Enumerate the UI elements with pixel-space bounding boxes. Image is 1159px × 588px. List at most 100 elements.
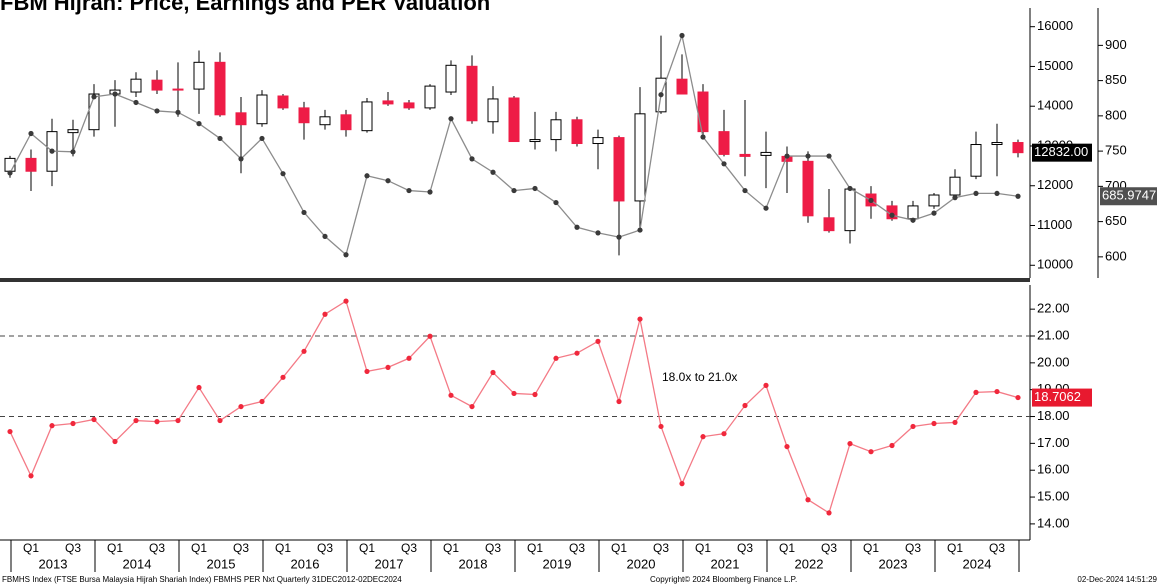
marker — [385, 178, 391, 184]
candle-body — [802, 160, 814, 217]
marker — [49, 148, 55, 154]
y-tick-label: 900 — [1105, 37, 1127, 52]
candle-body — [760, 151, 772, 156]
x-tick-label: Q3 — [653, 541, 669, 555]
y-tick-label: 22.00 — [1037, 301, 1070, 316]
candle-body — [508, 97, 520, 143]
marker — [826, 153, 832, 159]
marker — [847, 441, 853, 447]
marker — [385, 364, 391, 371]
candle-body — [823, 217, 835, 232]
y-tick-label: 800 — [1105, 107, 1127, 122]
x-tick-label: Q1 — [275, 541, 291, 555]
footer-source: FBMHS Index (FTSE Bursa Malaysia Hijrah … — [2, 575, 402, 584]
marker — [70, 149, 76, 155]
marker — [574, 224, 580, 230]
marker — [490, 369, 496, 376]
marker — [700, 134, 706, 140]
marker — [889, 212, 895, 218]
x-tick-label: Q3 — [989, 541, 1005, 555]
marker — [91, 94, 97, 100]
candle-body — [235, 112, 247, 126]
x-year-label: 2017 — [375, 556, 404, 571]
x-tick-label: Q1 — [611, 541, 627, 555]
y-tick-label: 14.00 — [1037, 515, 1070, 530]
x-tick-label: Q1 — [527, 541, 543, 555]
candle-body — [571, 119, 583, 145]
last-value-box — [1032, 143, 1092, 162]
candle-body — [970, 144, 982, 177]
marker — [616, 234, 622, 240]
x-tick-label: Q1 — [23, 541, 39, 555]
y-tick-label: 21.00 — [1037, 327, 1070, 342]
y-tick-label: 750 — [1105, 143, 1127, 158]
candle-body — [382, 100, 394, 105]
x-tick-label: Q3 — [65, 541, 81, 555]
marker — [133, 99, 139, 106]
y-tick-label: 15000 — [1037, 58, 1073, 73]
candle-body — [88, 93, 100, 131]
marker — [448, 392, 454, 398]
marker — [175, 417, 181, 424]
marker — [637, 316, 643, 322]
marker — [91, 416, 97, 423]
candle-body — [1012, 142, 1024, 154]
candle-body — [130, 78, 142, 93]
marker — [301, 348, 307, 354]
marker — [28, 473, 34, 479]
candle-body — [529, 139, 541, 143]
y-tick-label: 16.00 — [1037, 462, 1070, 477]
marker — [448, 116, 454, 122]
x-year-label: 2021 — [711, 556, 740, 571]
marker — [805, 153, 811, 159]
x-year-label: 2020 — [627, 556, 656, 571]
marker — [343, 298, 349, 304]
y-tick-label: 850 — [1105, 72, 1127, 87]
candle-body — [4, 157, 16, 172]
marker — [679, 32, 685, 39]
marker — [763, 205, 769, 211]
x-tick-label: Q1 — [779, 541, 795, 555]
marker — [49, 423, 55, 429]
last-value-label: 12832.00 — [1034, 144, 1088, 159]
last-value-box — [1032, 388, 1092, 407]
x-tick-label: Q1 — [107, 541, 123, 555]
marker — [931, 210, 937, 216]
marker — [406, 187, 412, 194]
candle-body — [697, 91, 709, 133]
x-year-label: 2023 — [879, 556, 908, 571]
x-tick-label: Q1 — [443, 541, 459, 555]
marker — [952, 419, 958, 426]
x-year-label: 2019 — [543, 556, 572, 571]
x-year-label: 2018 — [459, 556, 488, 571]
candle-body — [193, 61, 205, 90]
y-tick-label: 16000 — [1037, 18, 1073, 33]
x-year-label: 2013 — [39, 556, 68, 571]
candle-body — [67, 129, 79, 134]
marker — [889, 442, 895, 449]
candle-body — [907, 205, 919, 220]
marker — [259, 398, 265, 405]
x-year-label: 2014 — [123, 556, 152, 571]
marker — [952, 195, 958, 201]
candle-body — [676, 78, 688, 95]
marker — [532, 185, 538, 192]
marker — [868, 449, 874, 455]
line — [9, 33, 1019, 256]
x-tick-label: Q1 — [863, 541, 879, 555]
marker — [784, 153, 790, 159]
marker — [868, 197, 874, 204]
marker — [847, 185, 853, 192]
marker — [658, 92, 664, 98]
y-tick-label: 600 — [1105, 248, 1127, 263]
candle-body — [151, 79, 163, 91]
marker — [154, 419, 160, 425]
y-tick-label: 10000 — [1037, 257, 1073, 272]
marker — [7, 170, 13, 176]
marker — [931, 420, 937, 427]
candle-body — [340, 114, 352, 131]
chart-title: FBM Hijrah: Price, Earnings and PER Valu… — [0, 0, 490, 15]
candle-body — [718, 131, 730, 155]
candle-body — [172, 88, 184, 91]
